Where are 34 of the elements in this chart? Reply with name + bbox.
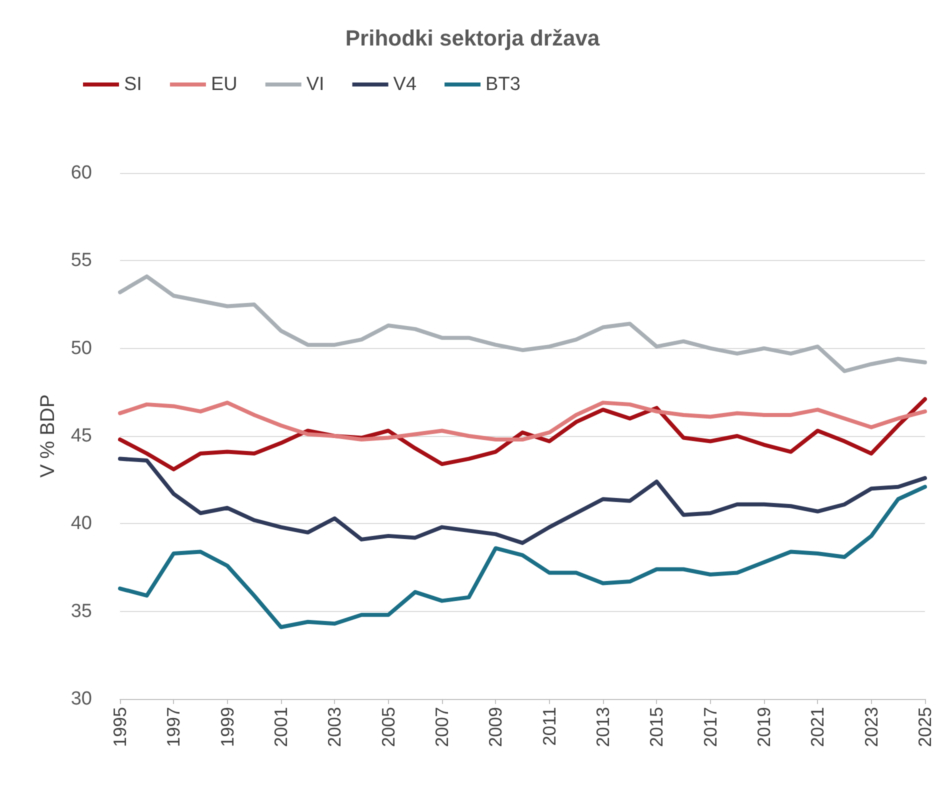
y-tick-label: 40 [70, 513, 92, 534]
legend-label: BT3 [486, 74, 520, 95]
y-tick-label: 55 [70, 250, 92, 272]
x-tick-label: 1995 [110, 707, 130, 748]
legend-label: EU [210, 74, 238, 95]
x-tick-label: 2007 [432, 707, 452, 748]
x-tick-label: 2017 [700, 707, 720, 748]
x-tick-label: 2019 [754, 707, 774, 748]
x-tick-label: 2013 [593, 707, 613, 748]
y-tick-label: 60 [70, 162, 92, 184]
x-tick-label: 2001 [271, 707, 291, 748]
y-tick-label: 35 [70, 600, 92, 622]
x-tick-label: 2011 [539, 707, 560, 746]
y-tick-label: 30 [70, 688, 92, 710]
legend-label: VI [306, 74, 324, 95]
x-tick-label: 2005 [378, 707, 398, 748]
x-tick-label: 2025 [915, 707, 935, 748]
y-tick-label: 45 [70, 426, 92, 446]
chart-title: Prihodki sektorja država [345, 26, 600, 50]
x-tick-label: 2023 [861, 707, 882, 748]
line-series [118, 274, 927, 374]
x-tick-label: 1997 [164, 707, 184, 748]
x-tick-label: 2015 [646, 707, 667, 748]
y-tick-label: 50 [70, 338, 92, 359]
line-series [118, 484, 927, 630]
legend-label: SI [124, 74, 142, 95]
y-axis-title: V % BDP [37, 394, 59, 478]
x-tick-label: 2009 [486, 707, 506, 748]
x-tick-label: 1999 [217, 707, 238, 748]
x-tick-label: 2003 [324, 707, 345, 748]
legend-label: V4 [393, 74, 417, 95]
line-series [118, 400, 927, 442]
line-series [118, 456, 927, 545]
x-tick-label: 2021 [808, 707, 828, 748]
